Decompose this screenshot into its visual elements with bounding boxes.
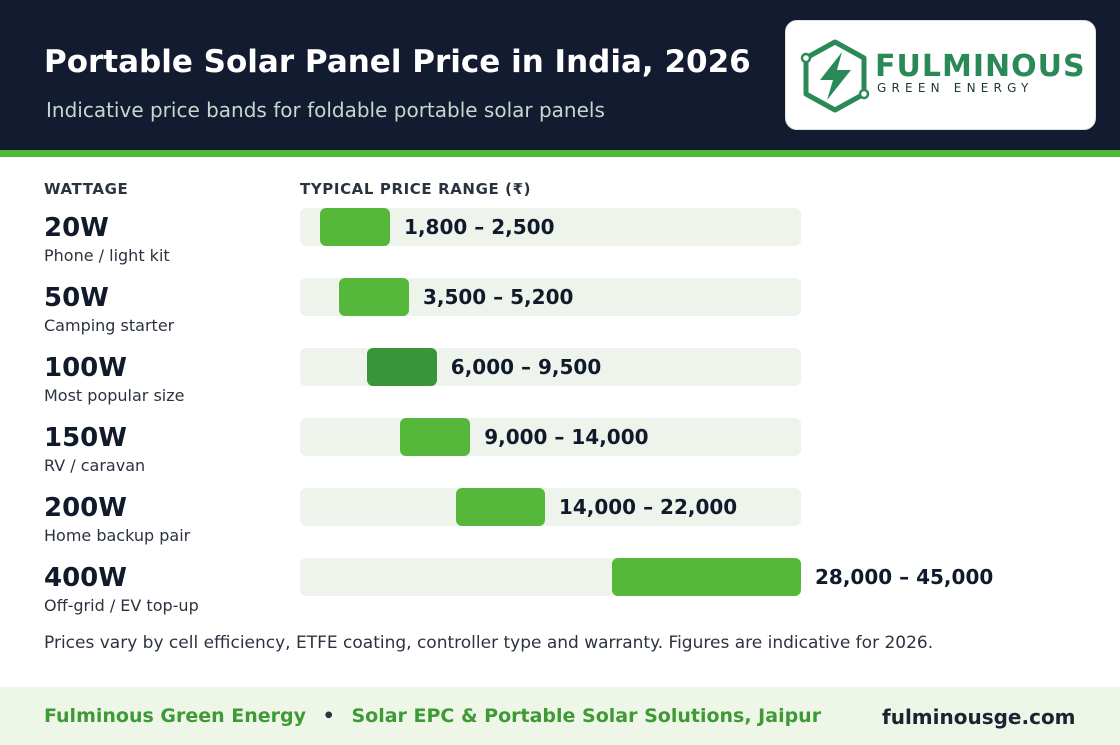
price-range-value: 6,000 – 9,500 — [450, 355, 602, 379]
wattage-label: 150W — [44, 423, 127, 453]
page-title: Portable Solar Panel Price in India, 202… — [44, 44, 751, 80]
price-range-bar — [320, 208, 391, 246]
price-track — [300, 488, 801, 526]
use-case-label: Home backup pair — [44, 526, 191, 545]
footer-company-line: Fulminous Green Energy • Solar EPC & Por… — [44, 705, 821, 727]
price-range-bar — [366, 348, 437, 386]
price-range-value: 14,000 – 22,000 — [558, 495, 738, 519]
wattage-label: 100W — [44, 353, 127, 383]
wattage-label: 200W — [44, 493, 127, 523]
price-range-value: 3,500 – 5,200 — [422, 285, 574, 309]
footer-bar — [0, 687, 1120, 745]
price-range-bar — [611, 558, 801, 596]
use-case-label: Most popular size — [44, 386, 185, 405]
price-range-bar — [400, 418, 471, 456]
column-header-wattage: WATTAGE — [44, 180, 129, 198]
logo-wordmark: FULMINOUS — [875, 49, 1086, 84]
logo-tagline: GREEN ENERGY — [877, 81, 1034, 95]
wattage-label: 20W — [44, 213, 109, 243]
price-range-bar — [338, 278, 409, 316]
price-range-value: 28,000 – 45,000 — [815, 565, 994, 589]
price-range-value: 9,000 – 14,000 — [484, 425, 649, 449]
use-case-label: RV / caravan — [44, 456, 146, 475]
use-case-label: Off-grid / EV top-up — [44, 596, 199, 615]
wattage-label: 50W — [44, 283, 109, 313]
use-case-label: Phone / light kit — [44, 246, 170, 265]
lightning-hexagon-icon — [800, 39, 870, 113]
company-logo: FULMINOUS GREEN ENERGY — [785, 20, 1096, 130]
accent-stripe — [0, 150, 1120, 157]
price-range-bar — [455, 488, 545, 526]
use-case-label: Camping starter — [44, 316, 175, 335]
price-track — [300, 418, 801, 456]
footer-company: Fulminous Green Energy — [44, 705, 307, 727]
footer-tagline: Solar EPC & Portable Solar Solutions, Ja… — [351, 705, 822, 727]
price-range-value: 1,800 – 2,500 — [404, 215, 555, 239]
footer-separator: • — [322, 705, 335, 727]
footer-website-link[interactable]: fulminousge.com — [882, 705, 1076, 729]
wattage-label: 400W — [44, 563, 127, 593]
column-header-price-range: TYPICAL PRICE RANGE (₹) — [300, 180, 532, 198]
footnote: Prices vary by cell efficiency, ETFE coa… — [44, 633, 934, 653]
page-subtitle: Indicative price bands for foldable port… — [46, 98, 605, 122]
